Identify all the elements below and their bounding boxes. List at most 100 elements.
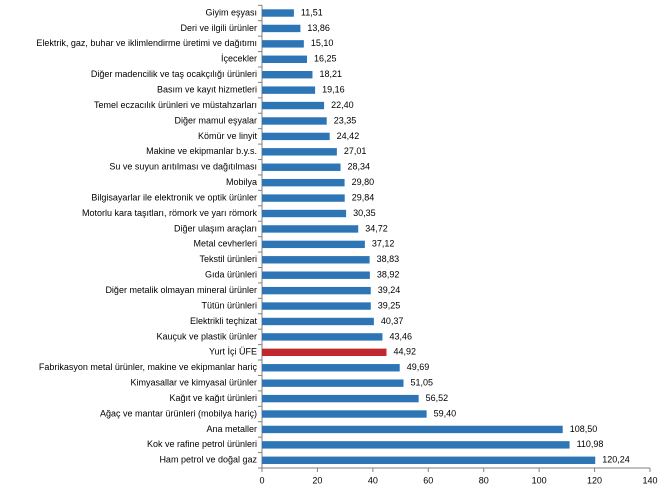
value-label: 51,05 bbox=[410, 378, 433, 388]
category-label: Tekstil ürünleri bbox=[199, 254, 257, 264]
category-label: Makine ve ekipmanlar b.y.s. bbox=[146, 146, 257, 156]
category-label: Kömür ve linyit bbox=[198, 131, 258, 141]
value-label: 19,16 bbox=[322, 85, 345, 95]
category-label: Deri ve ilgili ürünler bbox=[180, 23, 257, 33]
bar bbox=[262, 441, 570, 449]
category-label: Fabrikasyon metal ürünler, makine ve eki… bbox=[39, 362, 258, 372]
x-tick-label: 60 bbox=[423, 475, 433, 485]
bar bbox=[262, 163, 341, 171]
value-label: 24,42 bbox=[337, 131, 360, 141]
value-label: 38,83 bbox=[377, 254, 400, 264]
bar bbox=[262, 209, 347, 218]
value-label: 39,24 bbox=[378, 285, 401, 295]
category-label: Gıda ürünleri bbox=[205, 270, 257, 280]
bar bbox=[262, 240, 365, 249]
category-label: Elektrik, gaz, buhar ve iklimlendirme ür… bbox=[36, 38, 257, 48]
category-label: Diğer mamul eşyalar bbox=[174, 115, 257, 125]
value-label: 49,69 bbox=[407, 362, 430, 372]
category-label: Temel eczacılık ürünleri ve müstahzarlar… bbox=[94, 100, 257, 110]
value-label: 40,37 bbox=[381, 316, 404, 326]
value-label: 11,51 bbox=[301, 7, 323, 17]
category-label: Kimyasallar ve kimyasal ürünler bbox=[130, 378, 257, 388]
bar bbox=[262, 101, 325, 110]
value-label: 44,92 bbox=[393, 347, 416, 357]
category-label: Yurt İçi ÜFE bbox=[209, 347, 257, 357]
bar bbox=[262, 55, 308, 63]
category-label: Ağaç ve mantar ürünleri (mobilya hariç) bbox=[100, 408, 257, 418]
value-label: 108,50 bbox=[570, 424, 598, 434]
bar bbox=[262, 348, 387, 357]
bar bbox=[262, 71, 313, 79]
bar bbox=[262, 86, 316, 94]
x-tick-label: 100 bbox=[532, 475, 547, 485]
bar bbox=[262, 132, 330, 141]
category-label: Tütün ürünleri bbox=[201, 300, 257, 310]
x-tick-label: 0 bbox=[259, 475, 264, 485]
value-label: 23,35 bbox=[334, 115, 357, 125]
category-label: Bilgisayarlar ile elektronik ve optik ür… bbox=[91, 192, 257, 202]
bar bbox=[262, 256, 370, 264]
value-label: 15,10 bbox=[311, 38, 334, 48]
value-label: 28,34 bbox=[348, 162, 371, 172]
category-label: Kok ve rafine petrol ürünleri bbox=[147, 439, 257, 449]
category-label: Giyim eşyası bbox=[205, 7, 257, 17]
value-label: 16,25 bbox=[314, 54, 337, 64]
value-label: 30,35 bbox=[353, 208, 376, 218]
bar bbox=[262, 286, 371, 295]
value-label: 43,46 bbox=[389, 331, 412, 341]
value-label: 27,01 bbox=[344, 146, 367, 156]
x-tick-label: 20 bbox=[312, 475, 322, 485]
bar bbox=[262, 410, 427, 418]
value-label: 29,80 bbox=[352, 177, 375, 187]
bar bbox=[262, 302, 371, 310]
value-label: 34,72 bbox=[365, 223, 388, 233]
value-label: 37,12 bbox=[372, 239, 395, 249]
x-tick-label: 80 bbox=[479, 475, 489, 485]
category-label: Diğer metalik olmayan mineral ürünler bbox=[105, 285, 257, 295]
value-label: 39,25 bbox=[378, 300, 401, 310]
bar bbox=[262, 425, 563, 434]
category-label: Mobilya bbox=[226, 177, 257, 187]
x-tick-label: 120 bbox=[587, 475, 602, 485]
bar bbox=[262, 117, 327, 125]
bar bbox=[262, 194, 345, 202]
bar bbox=[262, 317, 374, 326]
value-label: 22,40 bbox=[331, 100, 354, 110]
value-label: 56,52 bbox=[426, 393, 449, 403]
bar bbox=[262, 148, 337, 156]
bar bbox=[262, 178, 345, 187]
bar bbox=[262, 9, 294, 17]
bar bbox=[262, 225, 359, 233]
bar bbox=[262, 333, 383, 341]
bar bbox=[262, 24, 301, 33]
bar bbox=[262, 394, 419, 403]
value-label: 18,21 bbox=[319, 69, 342, 79]
value-label: 120,24 bbox=[602, 455, 630, 465]
bar bbox=[262, 271, 370, 279]
bar bbox=[262, 456, 596, 464]
bar bbox=[262, 379, 404, 387]
value-label: 59,40 bbox=[434, 408, 457, 418]
category-label: Ham petrol ve doğal gaz bbox=[159, 455, 257, 465]
category-label: Motorlu kara taşıtları, römork ve yarı r… bbox=[82, 208, 258, 218]
category-label: Diğer madencilik ve taş ocakçılığı ürünl… bbox=[91, 69, 257, 79]
category-label: Elektrikli teçhizat bbox=[190, 316, 258, 326]
category-label: Kauçuk ve plastik ürünler bbox=[156, 331, 257, 341]
category-label: Kağıt ve kağıt ürünleri bbox=[169, 393, 257, 403]
category-label: Diğer ulaşım araçları bbox=[174, 223, 257, 233]
bar bbox=[262, 40, 304, 48]
x-tick-label: 140 bbox=[642, 475, 657, 485]
category-label: İçecekler bbox=[221, 54, 257, 64]
category-label: Basım ve kayıt hizmetleri bbox=[157, 85, 257, 95]
bar bbox=[262, 364, 400, 372]
value-label: 13,86 bbox=[307, 23, 330, 33]
x-tick-label: 40 bbox=[368, 475, 378, 485]
category-label: Ana metaller bbox=[206, 424, 257, 434]
category-label: Su ve suyun arıtılması ve dağıtılması bbox=[109, 162, 257, 172]
category-label: Metal cevherleri bbox=[193, 239, 257, 249]
value-label: 29,84 bbox=[352, 192, 375, 202]
value-label: 38,92 bbox=[377, 270, 400, 280]
value-label: 110,98 bbox=[577, 439, 604, 449]
